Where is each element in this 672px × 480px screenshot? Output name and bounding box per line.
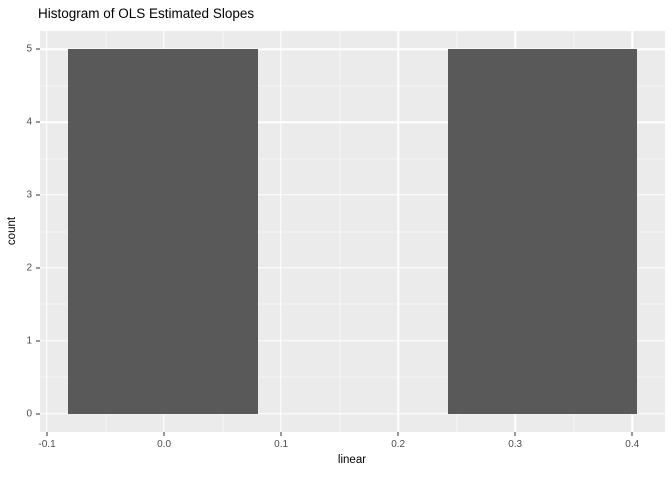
x-tick-label: 0.2 [391,439,406,450]
histogram-bar [448,49,637,414]
x-tick-label: 0.4 [625,439,640,450]
y-axis-title: count [6,216,18,246]
x-axis-title: linear [337,454,367,466]
x-tick-mark [631,432,633,436]
x-tick-mark [280,432,282,436]
x-tick-label: 0.3 [508,439,523,450]
y-tick-mark [36,340,40,342]
y-tick-label: 5 [26,43,32,55]
y-minor-gridline [40,85,665,87]
y-tick-label: 3 [26,189,32,201]
y-tick-label: 1 [26,335,32,347]
y-major-gridline [40,194,665,196]
y-tick-label: 2 [26,262,32,274]
x-tick-label: -0.1 [38,439,56,450]
x-major-gridline [46,31,48,432]
y-major-gridline [40,121,665,123]
chart-title: Histogram of OLS Estimated Slopes [38,6,255,21]
y-tick-label: 0 [26,408,32,420]
y-minor-gridline [40,231,665,232]
y-major-gridline [40,48,665,50]
y-tick-mark [36,48,40,50]
y-minor-gridline [40,303,665,305]
x-major-gridline [280,31,282,432]
y-minor-gridline [40,376,665,378]
y-minor-gridline [40,158,665,160]
x-tick-mark [397,432,399,436]
x-tick-mark [514,432,516,436]
y-tick-mark [36,194,40,196]
x-tick-label: 0.1 [274,439,289,450]
x-major-gridline [397,31,399,432]
y-tick-mark [36,267,40,269]
x-tick-mark [46,432,48,436]
x-tick-mark [163,432,165,436]
histogram-bar [68,49,258,414]
y-major-gridline [40,413,665,415]
y-tick-mark [36,121,40,123]
plot-panel [40,31,665,432]
y-tick-label: 4 [26,116,32,128]
y-major-gridline [40,267,665,269]
y-tick-mark [36,413,40,415]
x-tick-label: 0.0 [157,439,172,450]
y-major-gridline [40,340,665,342]
